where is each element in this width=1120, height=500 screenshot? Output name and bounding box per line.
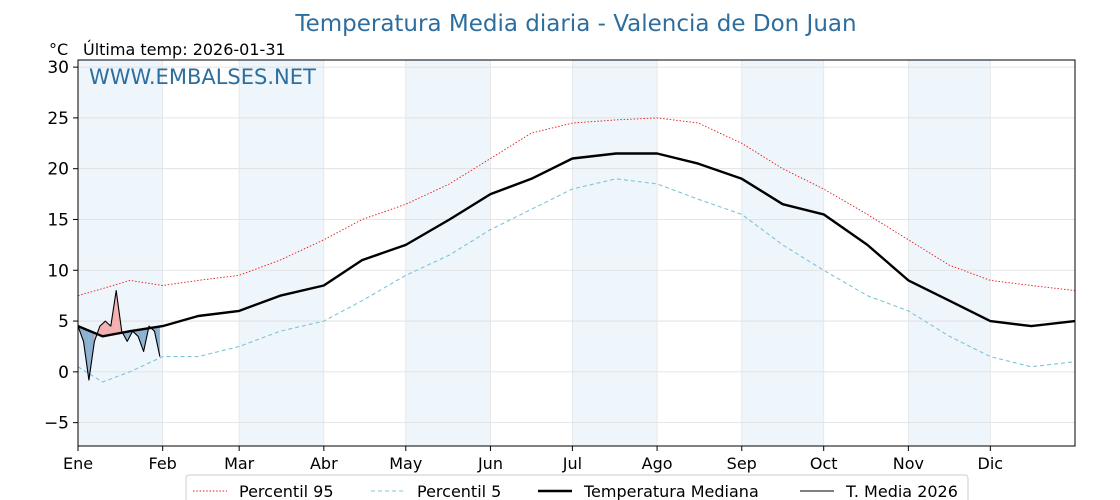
x-tick-label: Nov: [893, 454, 924, 473]
y-tick-label: 15: [47, 210, 69, 230]
x-tick-label: Sep: [727, 454, 757, 473]
series-line-0: [77, 117, 1076, 297]
series-line-2: [77, 152, 1076, 338]
x-tick-label: Abr: [310, 454, 338, 473]
month-band: [908, 60, 991, 446]
legend-label: T. Media 2026: [845, 482, 958, 500]
legend-box: [185, 474, 969, 500]
legend: Percentil 95 Percentil 5 Temperatura Media…: [185, 474, 969, 500]
x-tick-label: Dic: [978, 454, 1004, 473]
unit-label: °C: [49, 40, 68, 59]
legend-label: Percentil 5: [417, 482, 501, 500]
month-bands: [78, 60, 991, 446]
month-band: [741, 60, 824, 446]
month-band: [405, 60, 491, 446]
legend-label: Percentil 95: [239, 482, 334, 500]
x-tick-label: Feb: [149, 454, 177, 473]
watermark: WWW.EMBALSES.NET: [89, 65, 316, 89]
grid-lines: [77, 60, 1075, 446]
y-tick-label: 5: [58, 312, 69, 332]
month-band: [239, 60, 324, 446]
warm-anomaly-fill: [99, 321, 106, 336]
y-axis: −5 0 5 10 15 20 25 30: [44, 58, 78, 434]
series-line-1: [77, 178, 1076, 383]
series-line-3: [77, 290, 161, 381]
y-tick-label: 25: [47, 109, 69, 129]
x-tick-label: Mar: [224, 454, 255, 473]
y-tick-label: 10: [47, 261, 69, 281]
y-tick-label: 20: [47, 160, 69, 180]
legend-label: Temperatura Mediana: [583, 482, 759, 500]
series-lines: [77, 117, 1076, 383]
x-tick-label: May: [389, 454, 422, 473]
month-band: [572, 60, 658, 446]
x-axis: Ene Feb Mar Abr May Jun Jul Ago Sep Oct Nov Dic: [63, 446, 1003, 473]
x-tick-label: Oct: [810, 454, 838, 473]
y-tick-label: 0: [58, 363, 69, 383]
month-band: [78, 60, 163, 446]
chart-title: Temperatura Media diaria - Valencia de D…: [294, 11, 856, 37]
x-tick-label: Jun: [477, 454, 503, 473]
x-tick-label: Jul: [562, 454, 582, 473]
cold-anomaly-fill: [138, 329, 144, 352]
x-tick-label: Ene: [63, 454, 93, 473]
y-tick-label: −5: [44, 414, 69, 434]
warm-anomaly-fill: [105, 321, 111, 336]
plot-frame: [77, 59, 1076, 447]
last-temp-label: Última temp: 2026-01-31: [83, 40, 286, 59]
y-tick-label: 30: [47, 58, 69, 78]
x-tick-label: Ago: [642, 454, 673, 473]
